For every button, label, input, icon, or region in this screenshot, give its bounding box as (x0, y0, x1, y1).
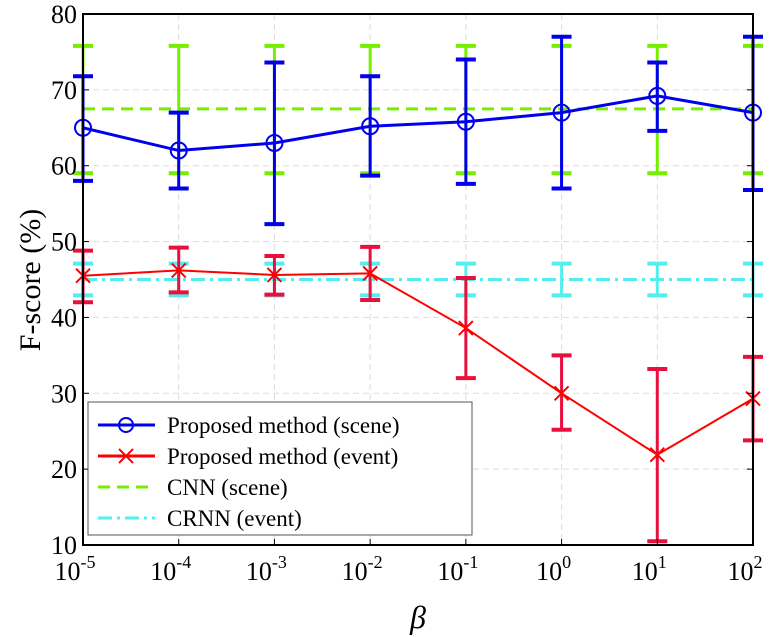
series-line (82, 94, 754, 153)
legend-label: Proposed method (scene) (167, 413, 400, 438)
x-tick-exponent: -1 (463, 552, 478, 572)
series-2 (73, 43, 763, 176)
x-tick-label: 10-2 (342, 552, 383, 586)
y-tick-label: 80 (51, 0, 77, 29)
circle-marker (169, 141, 188, 160)
legend: Proposed method (scene) Proposed method (… (87, 401, 473, 536)
x-axis-label: β (409, 599, 426, 635)
x-marker (458, 320, 474, 336)
legend-label: CNN (scene) (167, 475, 288, 500)
x-tick-label: 10-5 (55, 552, 96, 586)
circle-marker (552, 103, 571, 122)
x-tick-exponent: 2 (754, 552, 763, 572)
x-tick-label: 101 (632, 552, 667, 586)
y-tick-label: 60 (51, 152, 77, 181)
x-marker (171, 262, 187, 279)
x-tick-exponent: -5 (81, 552, 96, 572)
circle-marker (361, 117, 380, 136)
legend-circle-marker (118, 417, 134, 433)
y-tick-label: 30 (51, 379, 77, 408)
x-marker (649, 447, 665, 463)
x-tick-label: 10-4 (150, 552, 191, 586)
x-tick-label: 100 (536, 552, 571, 586)
y-axis-label: F-score (%) (14, 209, 47, 351)
circle-marker (265, 133, 284, 152)
x-tick-exponent: 1 (658, 552, 667, 572)
circle-marker (456, 112, 475, 131)
x-tick-label: 102 (728, 552, 763, 586)
y-tick-label: 40 (51, 303, 77, 332)
x-marker (362, 265, 378, 282)
circle-marker (648, 86, 667, 105)
x-marker (266, 267, 283, 283)
x-tick-label: 10-1 (437, 552, 478, 586)
legend-label: CRNN (event) (167, 506, 302, 531)
series-line (82, 269, 754, 456)
y-tick-label: 70 (51, 76, 77, 105)
y-tick-label: 20 (51, 455, 77, 484)
plot-frame (82, 13, 754, 546)
legend-x-marker (118, 448, 134, 464)
x-tick-exponent: -3 (272, 552, 287, 572)
x-tick-exponent: -4 (176, 552, 191, 572)
x-tick-label: 10-3 (246, 552, 287, 586)
series-0 (73, 34, 763, 227)
x-tick-exponent: 0 (562, 552, 571, 572)
y-tick-label: 10 (51, 531, 77, 560)
x-tick-exponent: -2 (368, 552, 383, 572)
y-tick-label: 50 (51, 228, 77, 257)
x-marker (553, 385, 570, 401)
legend-label: Proposed method (event) (167, 444, 398, 469)
